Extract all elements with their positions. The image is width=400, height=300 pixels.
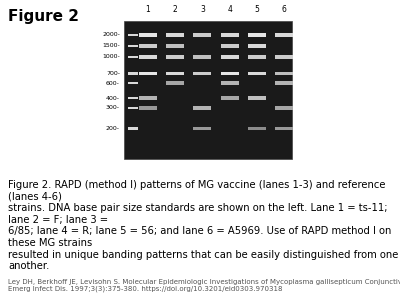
FancyBboxPatch shape [275,72,293,75]
FancyBboxPatch shape [128,34,138,36]
FancyBboxPatch shape [248,44,266,48]
FancyBboxPatch shape [139,97,157,100]
FancyBboxPatch shape [128,45,138,47]
Text: 2: 2 [173,4,178,14]
FancyBboxPatch shape [128,128,138,130]
FancyBboxPatch shape [221,44,238,48]
FancyBboxPatch shape [128,82,138,84]
Text: Figure 2. RAPD (method I) patterns of MG vaccine (lanes 1-3) and reference (lane: Figure 2. RAPD (method I) patterns of MG… [8,180,398,271]
FancyBboxPatch shape [248,97,266,100]
FancyBboxPatch shape [128,72,138,75]
Text: 1: 1 [146,4,150,14]
FancyBboxPatch shape [248,72,266,75]
FancyBboxPatch shape [124,21,292,159]
FancyBboxPatch shape [275,106,293,110]
FancyBboxPatch shape [128,56,138,58]
Text: 3: 3 [200,4,205,14]
FancyBboxPatch shape [248,55,266,59]
Text: 4: 4 [227,4,232,14]
Text: Figure 2: Figure 2 [8,9,79,24]
Text: 6: 6 [282,4,286,14]
FancyBboxPatch shape [221,72,238,75]
Text: 5: 5 [254,4,259,14]
Text: 600-: 600- [106,81,120,85]
FancyBboxPatch shape [275,127,293,130]
Text: 1000-: 1000- [102,54,120,59]
FancyBboxPatch shape [194,127,211,130]
FancyBboxPatch shape [221,55,238,59]
FancyBboxPatch shape [166,55,184,59]
FancyBboxPatch shape [275,33,293,37]
Text: 2000-: 2000- [102,32,120,37]
Text: 1500-: 1500- [102,43,120,48]
Text: 400-: 400- [106,96,120,101]
FancyBboxPatch shape [248,33,266,37]
Text: 700-: 700- [106,71,120,76]
FancyBboxPatch shape [275,81,293,85]
FancyBboxPatch shape [275,55,293,59]
FancyBboxPatch shape [248,127,266,130]
FancyBboxPatch shape [194,55,211,59]
FancyBboxPatch shape [139,33,157,37]
Text: 200-: 200- [106,126,120,131]
FancyBboxPatch shape [194,72,211,75]
FancyBboxPatch shape [166,72,184,75]
FancyBboxPatch shape [166,33,184,37]
FancyBboxPatch shape [128,97,138,100]
FancyBboxPatch shape [139,44,157,48]
FancyBboxPatch shape [194,33,211,37]
FancyBboxPatch shape [194,106,211,110]
FancyBboxPatch shape [221,33,238,37]
FancyBboxPatch shape [139,55,157,59]
FancyBboxPatch shape [139,106,157,110]
Text: Ley DH, Berkhoff JE, Levisohn S. Molecular Epidemiologic Investigations of Mycop: Ley DH, Berkhoff JE, Levisohn S. Molecul… [8,279,400,292]
FancyBboxPatch shape [128,107,138,109]
Text: 300-: 300- [106,105,120,110]
FancyBboxPatch shape [221,97,238,100]
FancyBboxPatch shape [166,81,184,85]
FancyBboxPatch shape [166,44,184,48]
FancyBboxPatch shape [221,81,238,85]
FancyBboxPatch shape [139,72,157,75]
